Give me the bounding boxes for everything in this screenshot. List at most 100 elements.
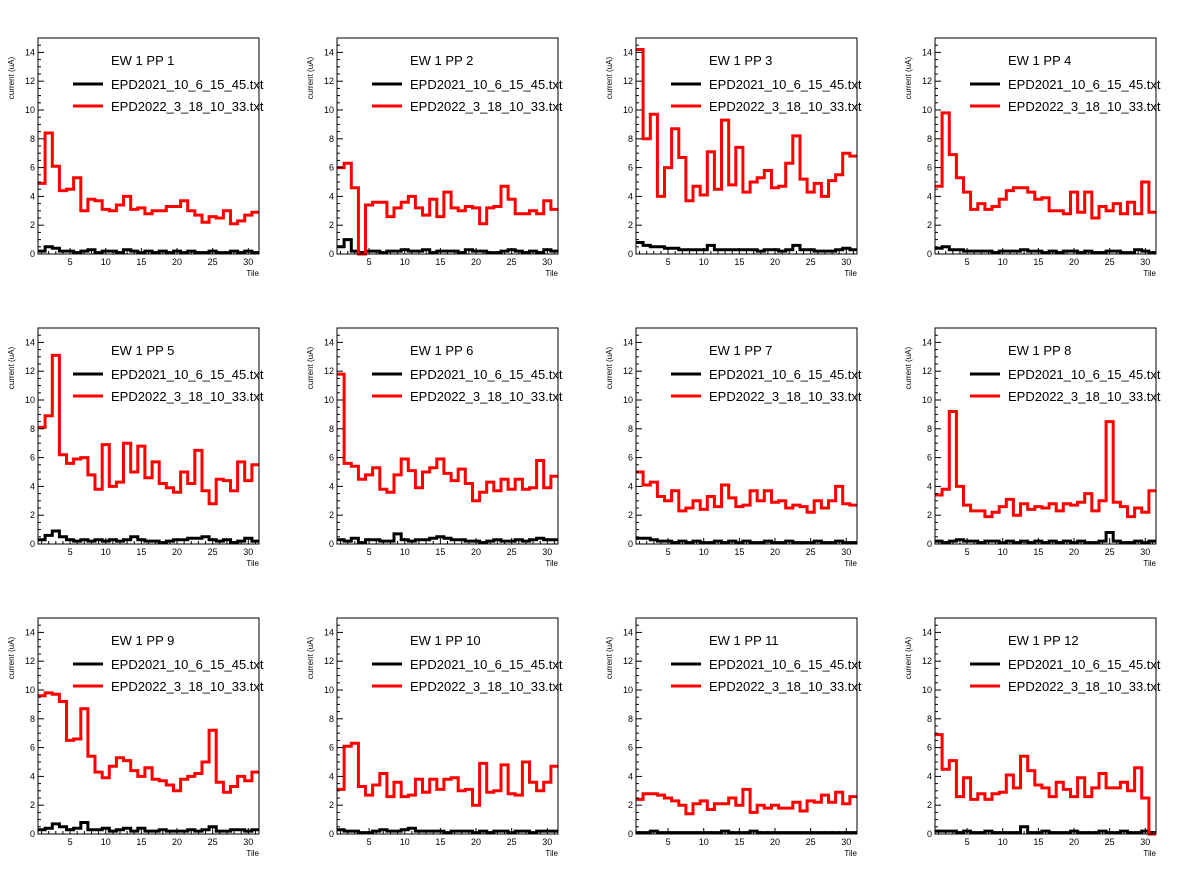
y-tick-label: 8 xyxy=(329,134,334,144)
y-axis-label: current (uA) xyxy=(904,57,913,100)
x-tick-label: 30 xyxy=(542,257,552,267)
y-tick-label: 4 xyxy=(329,191,334,201)
legend-entry: EPD2022_3_18_10_33.txt xyxy=(111,679,264,694)
x-tick-label: 30 xyxy=(542,837,552,847)
x-tick-label: 25 xyxy=(806,547,816,557)
series-line-red xyxy=(636,470,857,514)
plot-frame xyxy=(37,327,260,545)
x-tick-label: 15 xyxy=(1033,837,1043,847)
x-axis-label: Tile xyxy=(246,269,259,278)
x-tick-label: 10 xyxy=(400,257,410,267)
panel-title: EW 1 PP 8 xyxy=(1008,343,1071,358)
x-tick-label: 30 xyxy=(1140,547,1150,557)
x-tick-label: 20 xyxy=(770,837,780,847)
legend-entry: EPD2022_3_18_10_33.txt xyxy=(709,679,862,694)
legend-entry: EPD2022_3_18_10_33.txt xyxy=(709,389,862,404)
x-tick-label: 30 xyxy=(243,837,253,847)
panel-title: EW 1 PP 3 xyxy=(709,53,772,68)
y-tick-label: 6 xyxy=(927,453,932,463)
panel-title: EW 1 PP 6 xyxy=(410,343,473,358)
series-line-red xyxy=(935,733,1156,836)
y-tick-label: 14 xyxy=(623,337,633,347)
y-tick-label: 4 xyxy=(927,481,932,491)
x-axis-label: Tile xyxy=(545,559,558,568)
y-tick-label: 10 xyxy=(25,685,35,695)
y-axis-label: current (uA) xyxy=(605,637,614,680)
y-tick-label: 0 xyxy=(628,539,633,549)
y-tick-label: 14 xyxy=(922,47,932,57)
legend-entry: EPD2022_3_18_10_33.txt xyxy=(709,99,862,114)
y-tick-label: 10 xyxy=(324,395,334,405)
panel-title: EW 1 PP 1 xyxy=(111,53,174,68)
y-tick-label: 12 xyxy=(25,656,35,666)
y-tick-label: 0 xyxy=(628,249,633,259)
plot-frame xyxy=(635,37,858,255)
x-tick-label: 30 xyxy=(1140,257,1150,267)
panel-6: 0 2 4 6 8 10 12 14 5 10 15 20 25 30 Tile current (uA) EW… xyxy=(306,327,563,568)
panel-title: EW 1 PP 9 xyxy=(111,633,174,648)
y-axis-label: current (uA) xyxy=(904,637,913,680)
x-tick-label: 15 xyxy=(1033,547,1043,557)
x-tick-label: 30 xyxy=(841,257,851,267)
y-tick-label: 10 xyxy=(623,105,633,115)
legend-entry: EPD2022_3_18_10_33.txt xyxy=(1008,679,1161,694)
y-tick-label: 2 xyxy=(30,220,35,230)
x-tick-label: 5 xyxy=(367,547,372,557)
y-tick-label: 10 xyxy=(324,105,334,115)
series-line-black xyxy=(636,536,857,545)
y-tick-label: 8 xyxy=(30,134,35,144)
y-axis-label: current (uA) xyxy=(904,347,913,390)
panel-10: 0 2 4 6 8 10 12 14 5 10 15 20 25 30 Tile current (uA) EW… xyxy=(306,617,563,858)
y-tick-label: 6 xyxy=(329,743,334,753)
y-tick-label: 8 xyxy=(927,714,932,724)
y-tick-label: 12 xyxy=(25,366,35,376)
x-tick-label: 10 xyxy=(699,837,709,847)
plot-frame xyxy=(934,37,1157,255)
x-tick-label: 20 xyxy=(172,837,182,847)
y-axis-label: current (uA) xyxy=(605,347,614,390)
x-tick-label: 10 xyxy=(101,547,111,557)
legend-entry: EPD2022_3_18_10_33.txt xyxy=(1008,99,1161,114)
y-tick-label: 12 xyxy=(623,366,633,376)
x-tick-label: 15 xyxy=(136,837,146,847)
legend-entry: EPD2021_10_6_15_45.txt xyxy=(1008,77,1161,92)
x-tick-label: 5 xyxy=(666,257,671,267)
x-tick-label: 25 xyxy=(507,547,517,557)
y-tick-label: 12 xyxy=(324,656,334,666)
y-tick-label: 14 xyxy=(324,47,334,57)
x-tick-label: 10 xyxy=(699,547,709,557)
x-tick-label: 10 xyxy=(998,837,1008,847)
x-tick-label: 10 xyxy=(101,257,111,267)
legend-entry: EPD2021_10_6_15_45.txt xyxy=(709,367,862,382)
x-tick-label: 30 xyxy=(841,547,851,557)
x-axis-label: Tile xyxy=(246,849,259,858)
series-line-red xyxy=(337,741,558,807)
series-line-red xyxy=(337,161,558,256)
plot-frame xyxy=(37,37,260,255)
x-tick-label: 5 xyxy=(965,837,970,847)
panel-1: 0 2 4 6 8 10 12 14 5 10 15 20 25 30 Tile current (uA) EW… xyxy=(7,37,264,278)
series-line-red xyxy=(38,131,259,226)
x-tick-label: 30 xyxy=(1140,837,1150,847)
y-tick-label: 4 xyxy=(628,191,633,201)
y-tick-label: 0 xyxy=(628,829,633,839)
y-tick-label: 2 xyxy=(628,220,633,230)
y-tick-label: 14 xyxy=(25,337,35,347)
y-tick-label: 6 xyxy=(927,163,932,173)
x-axis-label: Tile xyxy=(545,849,558,858)
y-tick-label: 8 xyxy=(30,714,35,724)
y-tick-label: 6 xyxy=(628,163,633,173)
y-tick-label: 4 xyxy=(927,771,932,781)
legend-entry: EPD2021_10_6_15_45.txt xyxy=(410,367,563,382)
y-tick-label: 10 xyxy=(922,395,932,405)
y-tick-label: 2 xyxy=(628,800,633,810)
y-tick-label: 2 xyxy=(927,220,932,230)
x-tick-label: 25 xyxy=(507,257,517,267)
panel-title: EW 1 PP 10 xyxy=(410,633,481,648)
y-tick-label: 6 xyxy=(628,453,633,463)
y-tick-label: 0 xyxy=(329,539,334,549)
y-tick-label: 10 xyxy=(25,105,35,115)
legend-entry: EPD2022_3_18_10_33.txt xyxy=(410,99,563,114)
x-axis-label: Tile xyxy=(844,559,857,568)
series-line-black xyxy=(38,821,259,833)
